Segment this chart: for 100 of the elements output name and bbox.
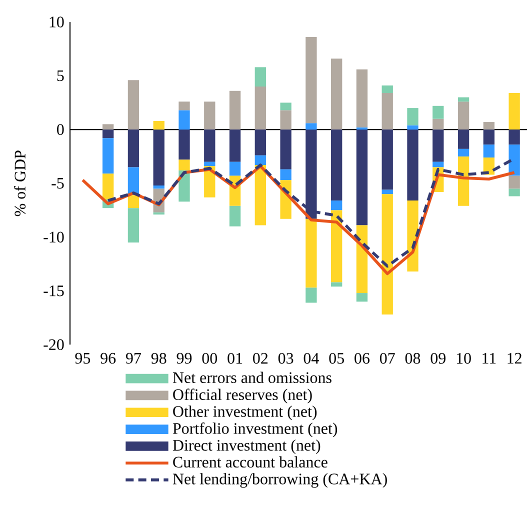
x-tick-label: 04 [304,353,319,364]
bar [128,195,140,208]
x-tick-label: 08 [405,353,420,364]
bar [229,130,241,162]
bar [432,118,444,130]
y-tick-label: 5 [57,70,64,82]
x-tick-label: 07 [380,353,395,364]
x-tick-label: 05 [329,353,344,364]
bar [178,102,190,110]
bar [458,149,470,157]
bar [254,156,266,166]
bar [407,108,418,126]
bar [483,122,495,130]
bar [229,162,241,176]
y-tick-label: -20 [44,339,64,350]
x-tick-label: 99 [176,353,192,364]
x-tick-label: 11 [482,353,496,364]
legend-label: Net lending/borrowing (CA+KA) [172,473,387,488]
x-tick-label: 03 [278,353,294,364]
bar [178,130,190,160]
bar [102,130,114,138]
legend-label: Official reserves (net) [173,388,312,404]
x-tick-label: 95 [75,353,90,364]
bar [382,190,393,194]
x-tick-label: 00 [202,353,218,364]
bar [204,130,216,162]
bar [331,200,342,210]
x-tick-label: 02 [253,353,268,364]
bar [280,170,292,180]
bar [178,160,190,171]
bar [102,174,114,200]
bar [306,218,317,288]
legend-label: Portfolio investment (net) [172,422,338,438]
y-axis-title: % of GDP [14,150,26,216]
bar [382,93,393,130]
bar [331,58,342,130]
bar [153,186,164,189]
bar [331,210,342,282]
bar [508,144,520,176]
bar [204,162,216,166]
bar [229,90,241,130]
bar [128,130,140,168]
bar [432,130,444,162]
bar [356,69,368,128]
bar [178,110,190,130]
bar [102,124,114,130]
bar [229,206,241,227]
bar [153,121,164,130]
bar [331,130,342,201]
bar [508,93,520,130]
y-tick-label: 10 [50,16,64,28]
legend-label: Net errors and omissions [172,372,332,384]
x-tick-label: 96 [100,353,116,364]
x-tick-label: 10 [456,353,471,364]
bar [458,97,470,102]
bar [306,123,317,130]
bar [280,102,292,110]
bar [306,37,317,124]
x-tick-label: 06 [354,353,370,364]
bar [508,188,520,196]
bar [128,80,140,130]
x-tick-label: 01 [228,353,242,364]
bar [153,130,164,186]
bar [382,194,393,315]
bar [508,176,520,189]
bar [254,130,266,156]
bar [254,67,266,87]
bar [483,130,495,145]
bar [407,130,418,201]
bar [102,138,114,174]
bar [356,293,368,302]
bar [432,106,444,119]
x-tick-label: 98 [151,353,166,364]
bar [331,282,342,287]
bar [458,130,470,150]
bar [254,86,266,130]
bar [280,110,292,130]
legend-label: Direct investment (net) [172,440,320,454]
bar [128,208,140,243]
bar [382,130,393,190]
bar [280,130,292,170]
bar [128,167,140,196]
y-tick-label: -10 [44,232,64,243]
x-tick-label: 12 [508,353,522,364]
bar [508,130,520,145]
y-tick-label: 0 [57,124,64,136]
legend-label: Other investment (net) [173,406,317,420]
bar [306,288,317,303]
bar [432,162,444,168]
x-tick-label: 97 [126,353,141,364]
bar [254,165,266,226]
y-tick-label: -15 [44,286,64,296]
bar [483,144,495,158]
bar [458,102,470,130]
y-tick-label: -5 [52,178,64,189]
bar [204,102,216,130]
legend-label: Current account balance [173,456,328,468]
x-tick-label: 09 [430,353,446,364]
bar [356,130,368,226]
bar [407,125,418,130]
